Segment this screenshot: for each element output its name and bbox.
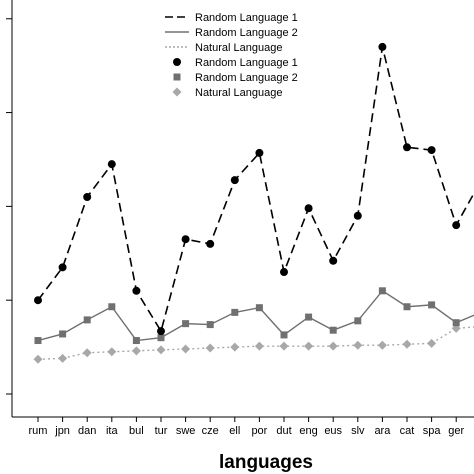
legend-symbol [173, 73, 181, 81]
data-point [156, 345, 166, 355]
data-point [305, 313, 313, 321]
x-tick-label: spa [423, 425, 442, 437]
x-tick-label: cat [400, 425, 415, 437]
legend-symbol [173, 58, 181, 66]
data-point [452, 221, 461, 230]
x-tick-label: dut [276, 425, 291, 437]
series-circle [34, 42, 474, 336]
data-point [230, 342, 240, 352]
legend-marker-sample [173, 73, 181, 81]
legend-marker-sample [172, 87, 182, 97]
data-point [58, 263, 67, 272]
data-point [108, 303, 116, 311]
legend: Random Language 1 Random Language 2 Natura… [165, 12, 298, 99]
data-point [254, 341, 264, 351]
legend-symbol [172, 87, 182, 97]
x-tick-label: dan [78, 425, 96, 437]
data-point [34, 337, 42, 345]
data-point [83, 316, 91, 324]
data-point [402, 339, 412, 349]
data-point [279, 341, 289, 351]
data-point [205, 343, 215, 353]
x-axis-title: languages [219, 452, 313, 473]
data-point [377, 340, 387, 350]
data-point [329, 326, 337, 334]
data-point [83, 193, 92, 201]
series-line [37, 289, 474, 342]
legend-label: Natural Language [195, 42, 282, 54]
data-point [107, 160, 116, 169]
data-point [304, 204, 313, 213]
x-tick-label: ell [229, 425, 240, 437]
data-point [107, 347, 117, 357]
data-point [132, 337, 140, 345]
axes: rum jpn dan ita bul tur swe cze ell por dut eng eus s… [6, 0, 474, 437]
data-point [452, 319, 460, 327]
data-point [59, 330, 67, 338]
data-point [131, 346, 141, 356]
data-point [255, 304, 263, 312]
data-point [354, 317, 362, 325]
data-point [378, 42, 387, 51]
data-point [33, 354, 43, 364]
data-point [304, 341, 314, 351]
x-tick-label: ita [106, 425, 119, 437]
data-point [157, 327, 165, 336]
data-point [280, 331, 288, 339]
data-point [329, 256, 338, 265]
data-point [182, 320, 190, 328]
data-point [427, 146, 436, 155]
x-tick-label: eus [324, 425, 342, 437]
data-point [403, 303, 411, 311]
legend-marker-sample [173, 58, 181, 66]
data-point [428, 301, 436, 309]
x-tick-label: swe [176, 425, 196, 437]
data-point [328, 341, 338, 351]
data-point [157, 334, 165, 342]
data-point [255, 148, 264, 157]
series-square [34, 287, 474, 345]
data-point [353, 340, 363, 350]
x-tick-label: slv [351, 425, 365, 437]
x-tick-label: ara [374, 425, 391, 437]
data-point [206, 239, 215, 248]
data-point [280, 268, 288, 277]
x-tick-label: tur [155, 425, 168, 437]
data-point [58, 353, 68, 363]
data-point [403, 143, 411, 152]
data-point [353, 211, 362, 220]
data-point [206, 321, 214, 329]
x-tick-label: bul [129, 425, 144, 437]
x-tick-label: eng [299, 425, 317, 437]
series-layer [33, 42, 474, 364]
data-point [427, 338, 437, 348]
data-point [378, 287, 386, 295]
data-point [230, 176, 239, 185]
legend-label: Random Language 1 [195, 12, 298, 24]
legend-label: Random Language 1 [195, 57, 298, 69]
legend-label: Random Language 2 [195, 27, 298, 39]
series-diamond [33, 323, 474, 364]
data-point [181, 344, 191, 354]
legend-label: Random Language 2 [195, 72, 298, 84]
data-point [231, 308, 239, 316]
data-point [181, 235, 190, 244]
legend-label: Natural Language [195, 87, 282, 99]
x-tick-label: por [251, 425, 267, 437]
x-tick-label: ger [448, 425, 464, 437]
x-tick-label: jpn [54, 425, 70, 437]
data-point [34, 296, 42, 305]
data-point [132, 286, 141, 295]
x-tick-label: rum [29, 425, 48, 437]
data-point [82, 348, 92, 358]
x-tick-label: cze [202, 425, 219, 437]
